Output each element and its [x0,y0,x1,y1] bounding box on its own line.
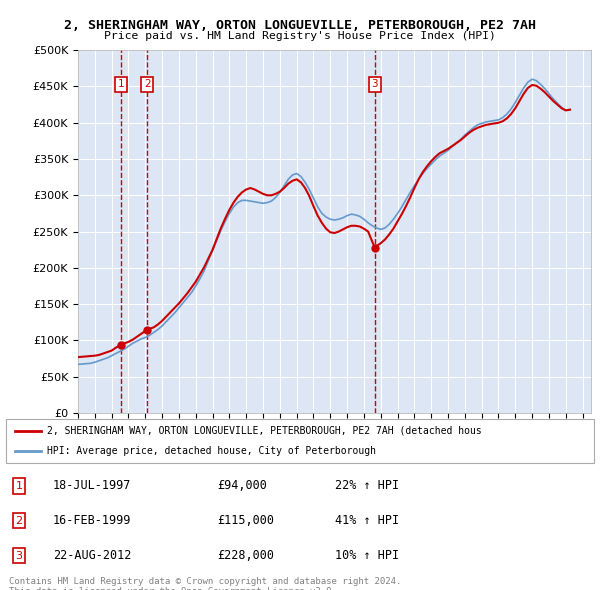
Text: 1: 1 [16,481,22,491]
Text: 3: 3 [16,550,22,560]
Text: 22% ↑ HPI: 22% ↑ HPI [335,479,400,492]
Text: HPI: Average price, detached house, City of Peterborough: HPI: Average price, detached house, City… [47,446,376,456]
Text: 2, SHERINGHAM WAY, ORTON LONGUEVILLE, PETERBOROUGH, PE2 7AH (detached hous: 2, SHERINGHAM WAY, ORTON LONGUEVILLE, PE… [47,426,482,436]
Text: 16-FEB-1999: 16-FEB-1999 [53,514,131,527]
Text: Price paid vs. HM Land Registry's House Price Index (HPI): Price paid vs. HM Land Registry's House … [104,31,496,41]
Text: £94,000: £94,000 [218,479,268,492]
Text: £115,000: £115,000 [218,514,275,527]
Text: 3: 3 [371,79,378,89]
Text: 2: 2 [16,516,22,526]
Text: 1: 1 [118,79,124,89]
Text: Contains HM Land Registry data © Crown copyright and database right 2024.
This d: Contains HM Land Registry data © Crown c… [9,577,401,590]
Text: 2, SHERINGHAM WAY, ORTON LONGUEVILLE, PETERBOROUGH, PE2 7AH: 2, SHERINGHAM WAY, ORTON LONGUEVILLE, PE… [64,19,536,32]
Text: 41% ↑ HPI: 41% ↑ HPI [335,514,400,527]
Text: 22-AUG-2012: 22-AUG-2012 [53,549,131,562]
Text: 10% ↑ HPI: 10% ↑ HPI [335,549,400,562]
Text: £228,000: £228,000 [218,549,275,562]
Text: 2: 2 [144,79,151,89]
Text: 18-JUL-1997: 18-JUL-1997 [53,479,131,492]
